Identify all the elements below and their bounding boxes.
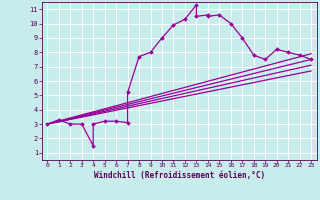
X-axis label: Windchill (Refroidissement éolien,°C): Windchill (Refroidissement éolien,°C) [94,171,265,180]
